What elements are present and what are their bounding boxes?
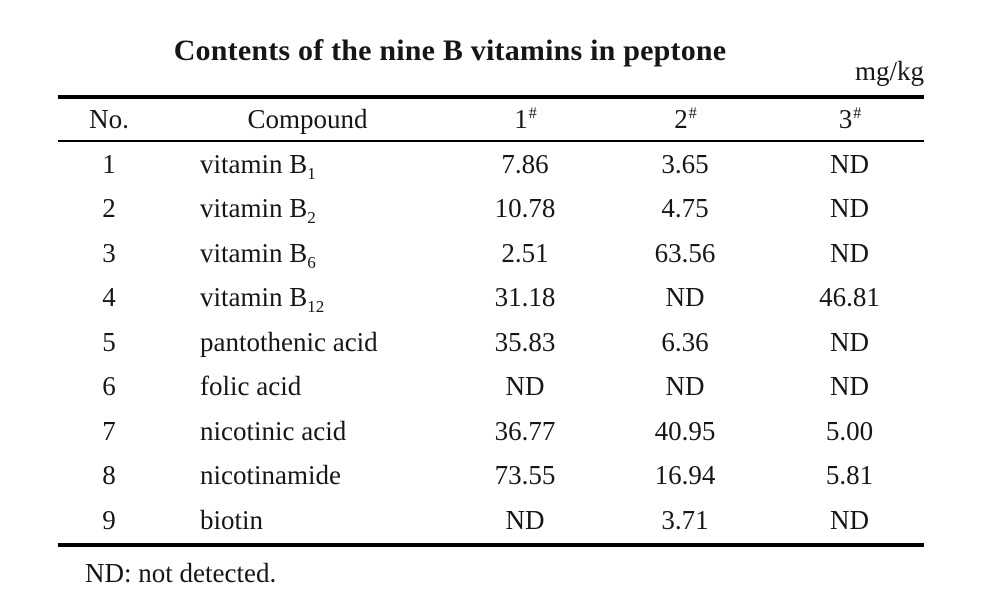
cell-sample2: 16.94 xyxy=(654,460,716,491)
cell-sample3: 46.81 xyxy=(819,282,880,313)
table-row: 4 vitamin B12 31.18 ND 46.81 xyxy=(58,276,924,321)
compound-name: folic acid xyxy=(200,371,302,402)
cell-sample2: ND xyxy=(665,371,705,402)
unit-label: mg/kg xyxy=(854,56,924,86)
cell-sample2: 4.75 xyxy=(661,193,709,224)
col-header-sample3-label: 3 xyxy=(838,104,853,134)
cell-compound: vitamin B1 xyxy=(160,148,455,182)
cell-no: 3 xyxy=(102,237,116,268)
cell-no: 9 xyxy=(102,504,116,535)
compound-subscript: 2 xyxy=(307,208,316,228)
hash-superscript: # xyxy=(853,105,862,122)
cell-sample2: 3.71 xyxy=(661,504,709,535)
cell-sample1: 36.77 xyxy=(494,415,556,446)
vitamins-table: No. Compound 1# 2# 3# 1 vitamin B1 7.86 … xyxy=(58,95,924,547)
table-row: 9 biotin ND 3.71 ND xyxy=(58,498,924,543)
cell-sample3: ND xyxy=(830,237,869,268)
cell-sample3: ND xyxy=(830,148,869,179)
compound-name: vitamin B xyxy=(200,193,308,224)
cell-no: 5 xyxy=(102,326,116,357)
cell-compound: folic acid xyxy=(160,373,455,400)
cell-compound: vitamin B12 xyxy=(160,282,455,316)
compound-subscript: 12 xyxy=(307,297,325,317)
cell-sample3: 5.00 xyxy=(825,415,874,446)
cell-sample1: ND xyxy=(505,504,545,535)
compound-name: pantothenic acid xyxy=(200,326,378,357)
compound-name: nicotinic acid xyxy=(200,415,347,446)
cell-sample3: ND xyxy=(830,371,869,402)
cell-sample1: 10.78 xyxy=(494,193,556,224)
table-row: 6 folic acid ND ND ND xyxy=(58,365,924,410)
col-header-compound: Compound xyxy=(247,104,368,134)
cell-compound: vitamin B6 xyxy=(160,237,455,271)
hash-superscript: # xyxy=(688,105,697,122)
cell-no: 1 xyxy=(102,148,116,179)
cell-sample2: 3.65 xyxy=(661,148,709,179)
cell-compound: pantothenic acid xyxy=(160,326,455,357)
cell-no: 4 xyxy=(102,282,116,313)
col-header-sample3: 3# xyxy=(775,106,924,133)
cell-compound: vitamin B2 xyxy=(160,193,455,227)
cell-sample1: 31.18 xyxy=(494,282,556,313)
table-title: Contents of the nine B vitamins in pepto… xyxy=(173,34,727,67)
compound-subscript: 6 xyxy=(307,252,316,272)
cell-sample1: 7.86 xyxy=(501,148,549,179)
cell-sample2: 6.36 xyxy=(661,326,709,357)
table-header-row: No. Compound 1# 2# 3# xyxy=(58,99,924,142)
col-header-sample1-label: 1 xyxy=(514,104,528,134)
cell-sample2: 63.56 xyxy=(654,237,716,268)
cell-sample1: ND xyxy=(505,371,545,402)
cell-no: 2 xyxy=(102,193,116,224)
cell-sample3: ND xyxy=(830,326,869,357)
cell-sample2: 40.95 xyxy=(654,415,716,446)
compound-name: vitamin B xyxy=(200,282,308,313)
col-header-no: No. xyxy=(89,104,129,134)
cell-no: 8 xyxy=(102,460,116,491)
compound-name: vitamin B xyxy=(200,148,308,179)
col-header-sample2: 2# xyxy=(595,106,775,133)
table-row: 8 nicotinamide 73.55 16.94 5.81 xyxy=(58,454,924,499)
cell-sample1: 35.83 xyxy=(494,326,556,357)
cell-sample1: 73.55 xyxy=(494,460,556,491)
cell-sample3: 5.81 xyxy=(825,460,874,491)
cell-no: 6 xyxy=(102,371,116,402)
col-header-sample1: 1# xyxy=(455,106,595,133)
compound-name: biotin xyxy=(200,504,264,535)
cell-sample1: 2.51 xyxy=(501,237,549,268)
table-row: 2 vitamin B2 10.78 4.75 ND xyxy=(58,187,924,232)
cell-sample3: ND xyxy=(830,504,869,535)
cell-sample2: ND xyxy=(665,282,705,313)
compound-subscript: 1 xyxy=(307,163,316,183)
col-header-sample2-label: 2 xyxy=(674,104,688,134)
cell-compound: biotin xyxy=(160,504,455,535)
table-row: 1 vitamin B1 7.86 3.65 ND xyxy=(58,142,924,187)
cell-compound: nicotinamide xyxy=(160,462,455,489)
table-row: 7 nicotinic acid 36.77 40.95 5.00 xyxy=(58,409,924,454)
compound-name: vitamin B xyxy=(200,237,308,268)
footnote: ND: not detected. xyxy=(85,558,277,588)
cell-compound: nicotinic acid xyxy=(160,415,455,446)
compound-name: nicotinamide xyxy=(200,460,341,491)
hash-superscript: # xyxy=(528,105,537,122)
table-row: 3 vitamin B6 2.51 63.56 ND xyxy=(58,231,924,276)
cell-no: 7 xyxy=(102,415,116,446)
cell-sample3: ND xyxy=(830,193,869,224)
table-row: 5 pantothenic acid 35.83 6.36 ND xyxy=(58,320,924,365)
